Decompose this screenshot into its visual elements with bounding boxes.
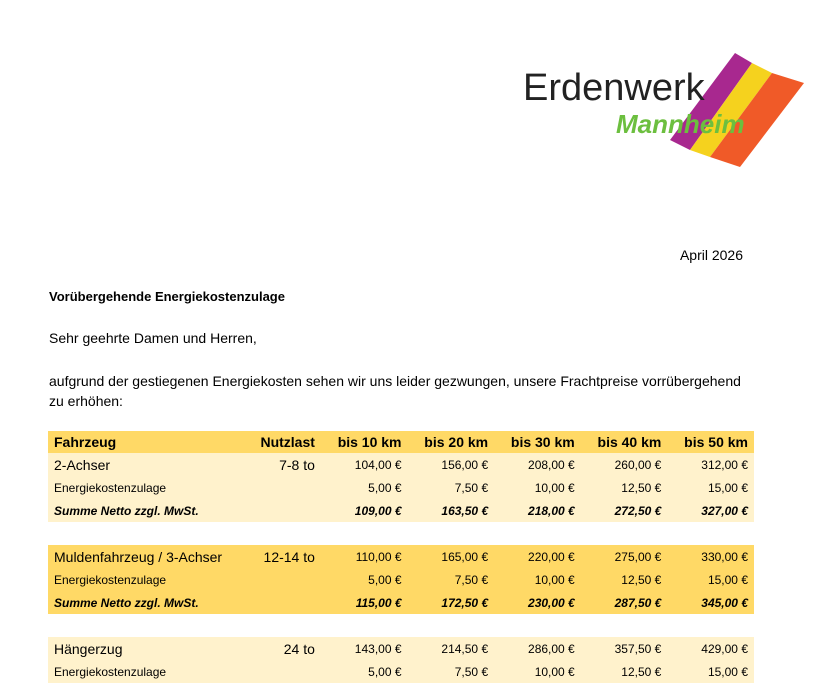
table-row: Energiekostenzulage 5,00 €7,50 €10,00 €12… bbox=[48, 476, 754, 499]
price-cell: 327,00 € bbox=[667, 499, 754, 522]
label-cell: Energiekostenzulage bbox=[48, 568, 245, 591]
svg-text:Erdenwerk: Erdenwerk bbox=[523, 67, 706, 109]
empty-cell bbox=[245, 591, 321, 614]
price-cell: 156,00 € bbox=[407, 453, 495, 476]
header-cell: bis 40 km bbox=[580, 431, 668, 453]
price-cell: 104,00 € bbox=[320, 453, 408, 476]
price-cell: 10,00 € bbox=[494, 476, 581, 499]
empty-cell bbox=[245, 499, 321, 522]
price-cell: 5,00 € bbox=[320, 568, 408, 591]
price-cell: 15,00 € bbox=[667, 660, 754, 683]
price-cell: 208,00 € bbox=[494, 453, 581, 476]
table-row: Energiekostenzulage 5,00 €7,50 €10,00 €12… bbox=[48, 660, 754, 683]
price-cell: 163,50 € bbox=[407, 499, 495, 522]
price-cell: 5,00 € bbox=[320, 660, 408, 683]
price-cell: 15,00 € bbox=[667, 476, 754, 499]
price-cell: 12,50 € bbox=[580, 476, 668, 499]
price-cell: 312,00 € bbox=[667, 453, 754, 476]
letter-date: April 2026 bbox=[679, 247, 743, 263]
price-cell: 115,00 € bbox=[320, 591, 408, 614]
header-cell: bis 10 km bbox=[320, 431, 408, 453]
price-cell: 220,00 € bbox=[494, 545, 581, 568]
letter-subject: Vorübergehende Energiekostenzulage bbox=[49, 289, 285, 304]
table-header: Fahrzeug Nutzlast bis 10 km bis 20 km bi… bbox=[48, 431, 754, 453]
company-logo: Erdenwerk Mannheim bbox=[520, 45, 810, 175]
price-cell: 12,50 € bbox=[580, 660, 668, 683]
spacer bbox=[48, 522, 754, 545]
label-cell: Summe Netto zzgl. MwSt. bbox=[48, 499, 245, 522]
header-cell: Fahrzeug bbox=[48, 431, 245, 453]
price-cell: 260,00 € bbox=[580, 453, 668, 476]
price-cell: 165,00 € bbox=[407, 545, 495, 568]
spacer-row bbox=[48, 522, 754, 545]
price-cell: 218,00 € bbox=[494, 499, 581, 522]
header-cell: bis 50 km bbox=[667, 431, 754, 453]
table-row: Energiekostenzulage 5,00 €7,50 €10,00 €12… bbox=[48, 568, 754, 591]
price-cell: 172,50 € bbox=[407, 591, 495, 614]
price-cell: 272,50 € bbox=[580, 499, 668, 522]
label-cell: Energiekostenzulage bbox=[48, 660, 245, 683]
label-cell: Summe Netto zzgl. MwSt. bbox=[48, 591, 245, 614]
vehicle-cell: Hängerzug bbox=[48, 637, 245, 660]
price-cell: 15,00 € bbox=[667, 568, 754, 591]
price-cell: 330,00 € bbox=[667, 545, 754, 568]
price-cell: 357,50 € bbox=[580, 637, 668, 660]
price-cell: 286,00 € bbox=[494, 637, 581, 660]
price-cell: 429,00 € bbox=[667, 637, 754, 660]
price-table: Fahrzeug Nutzlast bis 10 km bis 20 km bi… bbox=[48, 431, 754, 683]
label-cell: Energiekostenzulage bbox=[48, 476, 245, 499]
spacer bbox=[48, 614, 754, 637]
price-cell: 7,50 € bbox=[407, 660, 495, 683]
price-cell: 110,00 € bbox=[320, 545, 408, 568]
load-cell: 12-14 to bbox=[245, 545, 321, 568]
table-row: Muldenfahrzeug / 3-Achser 12-14 to 110,00 … bbox=[48, 545, 754, 568]
price-cell: 230,00 € bbox=[494, 591, 581, 614]
price-cell: 275,00 € bbox=[580, 545, 668, 568]
price-cell: 10,00 € bbox=[494, 660, 581, 683]
table-row: Summe Netto zzgl. MwSt. 109,00 €163,50 €2… bbox=[48, 499, 754, 522]
load-cell: 24 to bbox=[245, 637, 321, 660]
header-cell: Nutzlast bbox=[245, 431, 321, 453]
spacer-row bbox=[48, 614, 754, 637]
price-cell: 10,00 € bbox=[494, 568, 581, 591]
price-cell: 287,50 € bbox=[580, 591, 668, 614]
vehicle-cell: Muldenfahrzeug / 3-Achser bbox=[48, 545, 245, 568]
body-text: aufgrund der gestiegenen Energiekosten s… bbox=[49, 373, 741, 409]
empty-cell bbox=[245, 476, 321, 499]
table-row: Summe Netto zzgl. MwSt. 115,00 €172,50 €2… bbox=[48, 591, 754, 614]
vehicle-cell: 2-Achser bbox=[48, 453, 245, 476]
load-cell: 7-8 to bbox=[245, 453, 321, 476]
header-cell: bis 20 km bbox=[407, 431, 495, 453]
empty-cell bbox=[245, 660, 321, 683]
header-cell: bis 30 km bbox=[494, 431, 581, 453]
table-row: 2-Achser 7-8 to 104,00 €156,00 €208,00 €26… bbox=[48, 453, 754, 476]
price-cell: 7,50 € bbox=[407, 568, 495, 591]
price-cell: 7,50 € bbox=[407, 476, 495, 499]
price-cell: 143,00 € bbox=[320, 637, 408, 660]
price-cell: 109,00 € bbox=[320, 499, 408, 522]
table-row: Hängerzug 24 to 143,00 €214,50 €286,00 €35… bbox=[48, 637, 754, 660]
price-cell: 345,00 € bbox=[667, 591, 754, 614]
empty-cell bbox=[245, 568, 321, 591]
price-cell: 214,50 € bbox=[407, 637, 495, 660]
svg-text:Mannheim: Mannheim bbox=[616, 109, 745, 139]
price-cell: 5,00 € bbox=[320, 476, 408, 499]
greeting: Sehr geehrte Damen und Herren, bbox=[49, 330, 257, 346]
price-cell: 12,50 € bbox=[580, 568, 668, 591]
